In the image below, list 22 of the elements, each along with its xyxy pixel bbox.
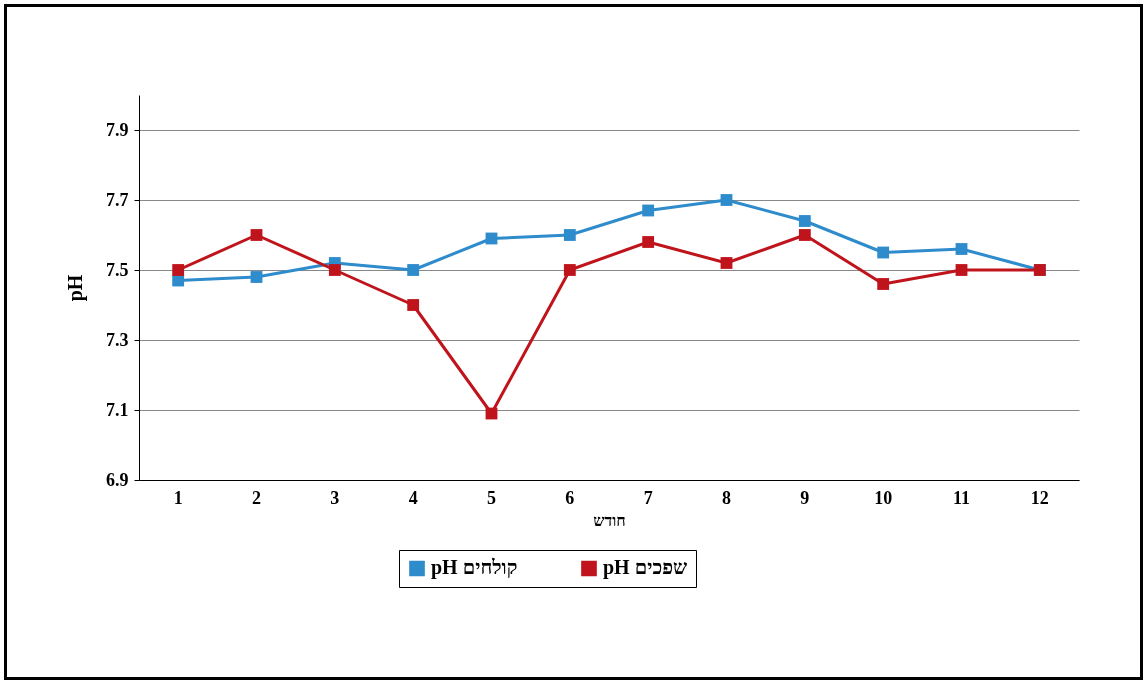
x-tick-label: 2	[252, 488, 261, 508]
x-tick-label: 10	[874, 488, 893, 508]
x-tick-label: 6	[565, 488, 575, 508]
x-tick-label: 8	[722, 488, 731, 508]
legend-label: pH שפכים	[603, 556, 688, 580]
x-tick-label: 4	[408, 488, 418, 508]
y-tick-label: 7.5	[106, 259, 129, 280]
y-tick-label: 6.9	[106, 469, 129, 490]
x-tick-label: 9	[800, 488, 810, 508]
x-axis-title: חודש	[593, 512, 626, 529]
x-tick-label: 5	[487, 488, 496, 508]
y-axis-title: pH	[64, 274, 87, 302]
x-tick-label: 11	[952, 488, 971, 508]
legend-label: pH קולחים	[431, 556, 518, 580]
y-tick-label: 7.7	[106, 189, 129, 210]
x-tick-label: 7	[643, 488, 653, 508]
x-tick-label: 1	[173, 488, 183, 508]
y-tick-label: 7.1	[106, 399, 129, 420]
y-tick-label: 7.9	[106, 119, 129, 140]
y-tick-label: 7.3	[106, 329, 129, 350]
x-tick-label: 12	[1030, 488, 1049, 508]
x-tick-label: 3	[330, 488, 340, 508]
